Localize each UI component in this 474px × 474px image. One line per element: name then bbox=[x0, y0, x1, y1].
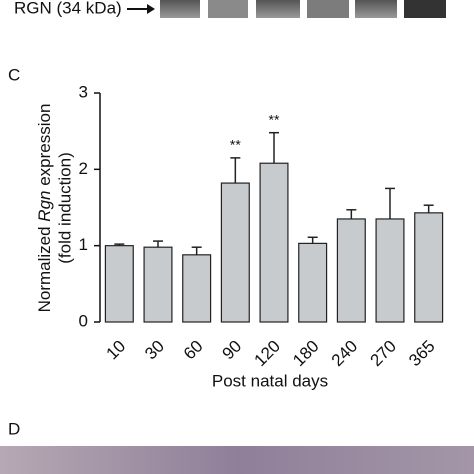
y-axis-label: Normalized Rgn expression bbox=[35, 104, 54, 313]
x-tick-label: 240 bbox=[328, 337, 361, 370]
y-tick-label: 2 bbox=[79, 159, 88, 178]
bar bbox=[336, 218, 366, 323]
bar bbox=[104, 245, 134, 323]
error-bar bbox=[114, 243, 125, 246]
panel-label: C bbox=[8, 65, 20, 84]
error-bar bbox=[423, 204, 434, 213]
y-label-part: expression bbox=[35, 104, 54, 191]
bar bbox=[220, 182, 250, 323]
bar bbox=[414, 212, 444, 323]
significance-label: ** bbox=[230, 137, 241, 153]
bar bbox=[375, 218, 405, 323]
x-tick-label: 60 bbox=[180, 337, 207, 364]
blot-bands bbox=[160, 0, 446, 18]
bar bbox=[143, 246, 173, 323]
y-tick-label: 1 bbox=[79, 235, 88, 254]
x-tick-label: 365 bbox=[405, 337, 438, 370]
x-axis-label: Post natal days bbox=[212, 371, 328, 390]
y-label-part: Rgn bbox=[35, 191, 54, 222]
error-bar bbox=[346, 209, 357, 219]
x-tick-label: 270 bbox=[367, 337, 400, 370]
error-bar bbox=[385, 187, 395, 219]
y-tick-label: 0 bbox=[79, 311, 88, 330]
y-label-part: Normalized bbox=[35, 222, 54, 313]
error-bar bbox=[191, 246, 202, 255]
bar bbox=[259, 162, 289, 323]
error-bar bbox=[230, 157, 241, 184]
x-tick-label: 180 bbox=[289, 337, 322, 370]
error-bar bbox=[153, 240, 163, 248]
x-tick-label: 120 bbox=[251, 337, 284, 370]
error-bar bbox=[269, 131, 279, 164]
y-axis-label: (fold induction) bbox=[55, 152, 74, 264]
blot-label: RGN (34 kDa) bbox=[14, 0, 122, 17]
y-tick-label: 3 bbox=[79, 82, 88, 101]
significance-label: ** bbox=[269, 111, 280, 127]
panel-label: D bbox=[8, 419, 20, 438]
bar bbox=[182, 254, 212, 323]
x-tick-label: 90 bbox=[219, 337, 246, 364]
bar bbox=[298, 242, 328, 323]
error-bar bbox=[307, 236, 318, 244]
x-tick-label: 10 bbox=[103, 337, 130, 364]
x-tick-label: 30 bbox=[141, 337, 168, 364]
blot-arrow bbox=[127, 4, 155, 14]
micrograph bbox=[0, 446, 474, 474]
